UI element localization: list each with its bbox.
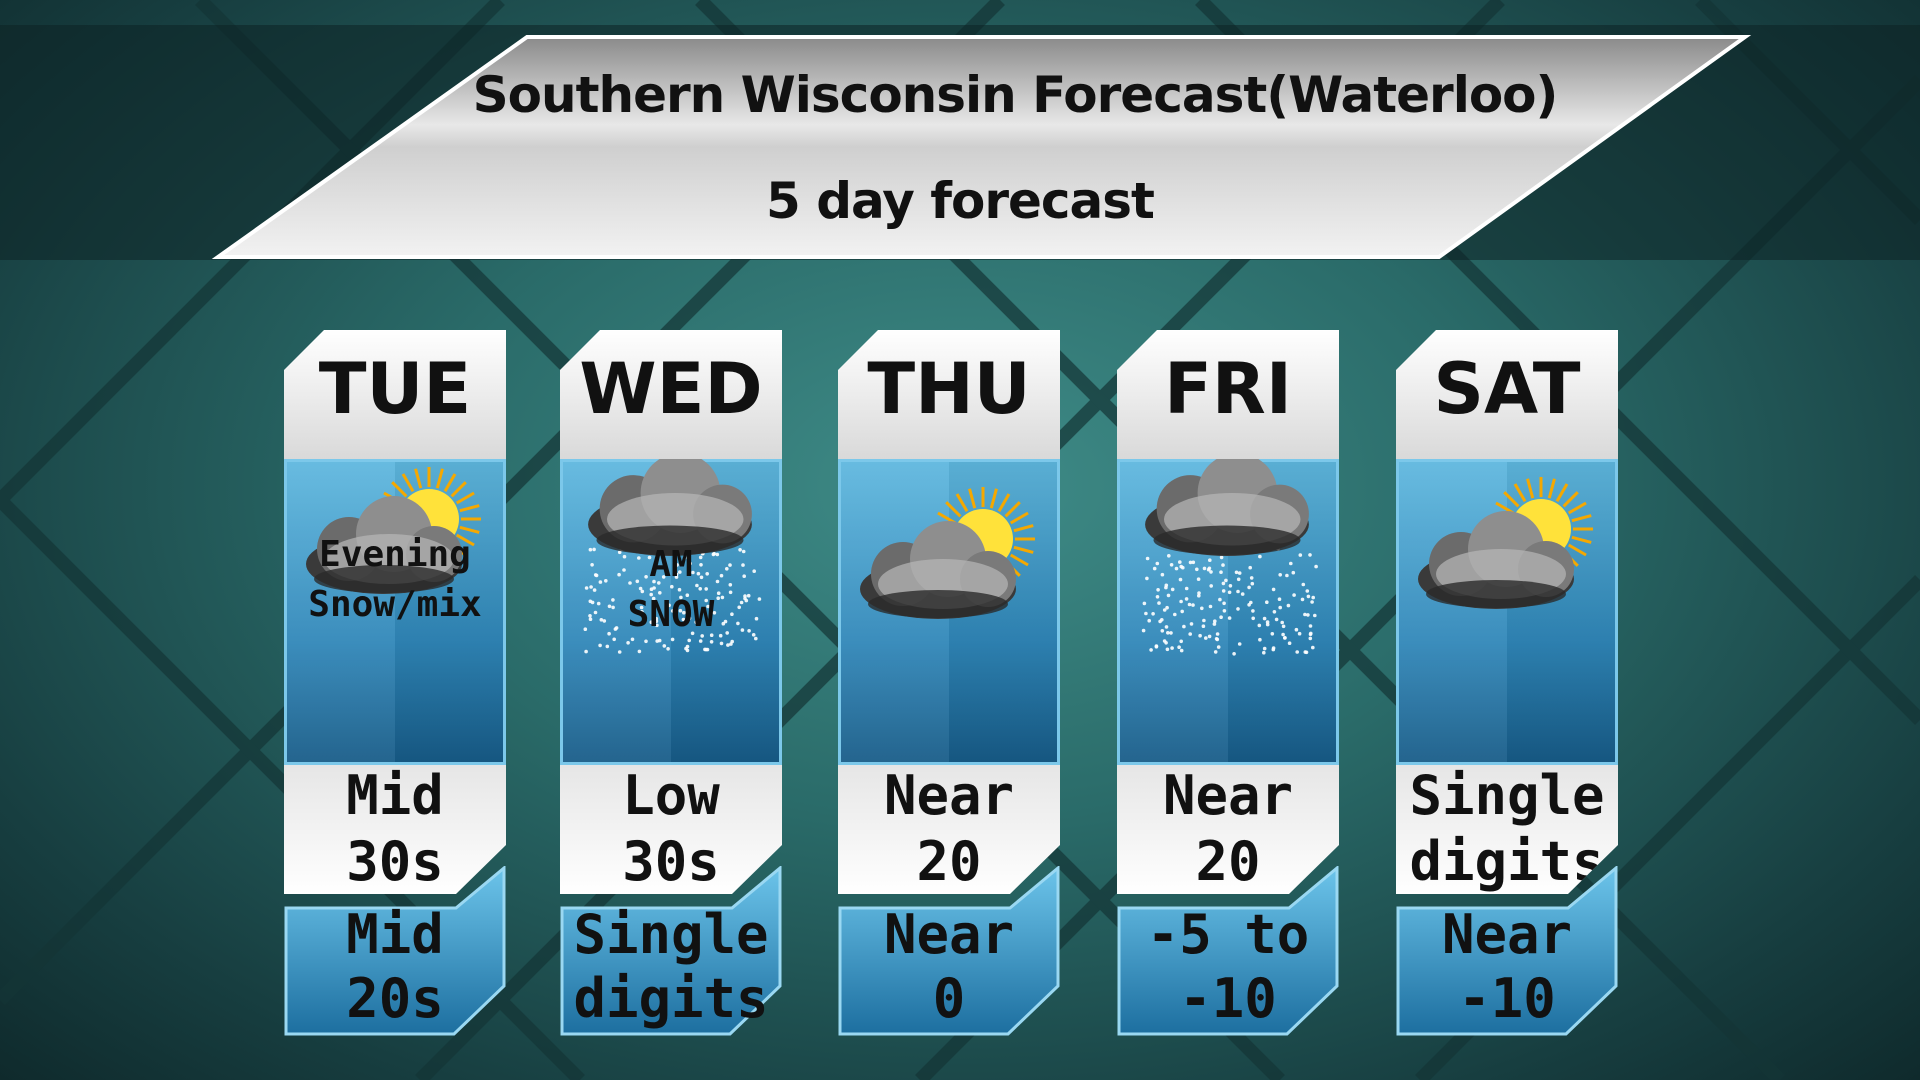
high-temp-line1: Single: [1409, 764, 1605, 827]
high-temp-line1: Mid: [346, 764, 444, 827]
low-temp-line2: digits: [573, 967, 769, 1030]
high-temp-panel: Near 20: [838, 765, 1060, 894]
day-card-tue: TUE Evening Snow/mix Mid 30s Mid 20s: [284, 330, 506, 1036]
low-temp-panel: Single digits: [560, 866, 782, 1036]
day-card-fri: FRI Near 20 -5 to -10: [1117, 330, 1339, 1036]
high-temp-panel: Mid 30s: [284, 765, 506, 894]
cloud-icon: [1145, 459, 1309, 556]
condition-line2: SNOW: [627, 594, 715, 635]
high-temp-line1: Near: [883, 764, 1015, 827]
day-header: SAT: [1396, 330, 1618, 459]
day-label: WED: [579, 348, 763, 430]
high-temp-line1: Low: [622, 764, 720, 827]
cloud-icon: [1418, 511, 1574, 609]
high-temp-panel: Single digits: [1396, 765, 1618, 894]
partly-cloudy-sun-icon: [1418, 477, 1593, 609]
day-label: FRI: [1164, 348, 1292, 430]
cloud-icon: [860, 521, 1016, 619]
low-temp-panel: -5 to -10: [1117, 866, 1339, 1036]
partly-cloudy-sun-icon: [306, 467, 481, 594]
title-banner: [0, 25, 1920, 260]
high-temp-line2: 20: [916, 830, 982, 893]
low-temp-line2: -10: [1458, 967, 1556, 1030]
low-temp-line2: 0: [932, 967, 966, 1030]
high-temp-panel: Low 30s: [560, 765, 782, 894]
high-temp-line2: 30s: [346, 830, 444, 893]
day-header: WED: [560, 330, 782, 459]
low-temp-line1: Near: [1441, 903, 1573, 966]
high-temp-line1: Near: [1162, 764, 1294, 827]
low-temp-line2: -10: [1179, 967, 1277, 1030]
condition-line1: AM: [649, 544, 693, 585]
low-temp-panel: Near 0: [838, 866, 1060, 1036]
snow-cloud-icon: [1141, 459, 1318, 656]
day-card-sat: SAT Single digits Near -10: [1396, 330, 1618, 1036]
cloud-icon: [306, 496, 462, 594]
day-header: THU: [838, 330, 1060, 459]
day-header: FRI: [1117, 330, 1339, 459]
condition-line2: Snow/mix: [308, 584, 482, 625]
cloud-icon: [588, 459, 752, 556]
snowflakes-icon: [583, 547, 762, 654]
day-header: TUE: [284, 330, 506, 459]
condition-text: AM SNOW: [560, 540, 782, 640]
page-subtitle: 5 day forecast: [766, 172, 1155, 230]
snow-cloud-icon: [583, 459, 762, 654]
high-temp-line2: 30s: [622, 830, 720, 893]
partly-cloudy-sun-icon: [860, 487, 1035, 619]
low-temp-line1: Single: [573, 903, 769, 966]
high-temp-line2: 20: [1195, 830, 1261, 893]
day-card-wed: WED AM SNOW Low 30s Single digits: [560, 330, 782, 1036]
low-temp-panel: Near -10: [1396, 866, 1618, 1036]
snowflakes-icon: [1141, 547, 1318, 656]
condition-line1: Evening: [319, 534, 471, 575]
low-temp-line1: Near: [883, 903, 1015, 966]
page-title: Southern Wisconsin Forecast(Waterloo): [472, 66, 1559, 124]
day-label: TUE: [318, 348, 472, 430]
high-temp-line2: digits: [1409, 830, 1605, 893]
day-card-thu: THU Near 20 Near 0: [838, 330, 1060, 1036]
day-label: SAT: [1433, 348, 1581, 430]
condition-text: Evening Snow/mix: [284, 530, 506, 630]
low-temp-line1: Mid: [346, 903, 444, 966]
low-temp-line1: -5 to: [1146, 903, 1310, 966]
low-temp-line2: 20s: [346, 967, 444, 1030]
high-temp-panel: Near 20: [1117, 765, 1339, 894]
day-label: THU: [867, 348, 1031, 430]
low-temp-panel: Mid 20s: [284, 866, 506, 1036]
